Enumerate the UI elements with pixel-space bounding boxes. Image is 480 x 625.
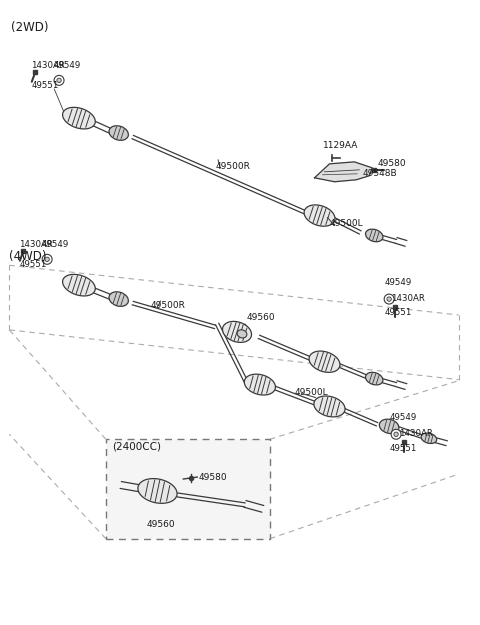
Text: 49500R: 49500R (215, 162, 250, 171)
Ellipse shape (109, 292, 129, 306)
Text: 49500L: 49500L (329, 219, 363, 229)
Circle shape (391, 429, 401, 439)
Ellipse shape (314, 396, 345, 417)
Ellipse shape (244, 374, 276, 395)
Text: 49551: 49551 (384, 308, 411, 317)
Text: 49560: 49560 (247, 313, 276, 322)
Text: 49549: 49549 (53, 61, 80, 71)
Text: 49551: 49551 (31, 81, 59, 90)
Circle shape (394, 432, 398, 436)
Circle shape (387, 297, 391, 301)
Text: (2400CC): (2400CC) (112, 441, 161, 451)
Ellipse shape (421, 433, 437, 444)
Ellipse shape (309, 351, 340, 372)
FancyBboxPatch shape (106, 439, 270, 539)
Text: (4WD): (4WD) (9, 250, 47, 263)
Text: 1430AR: 1430AR (31, 61, 65, 71)
Circle shape (57, 78, 61, 82)
Ellipse shape (379, 419, 399, 434)
Circle shape (45, 257, 49, 261)
Text: 49549: 49549 (41, 241, 69, 249)
Ellipse shape (62, 107, 96, 129)
Ellipse shape (304, 205, 335, 226)
Text: 49549: 49549 (389, 413, 416, 422)
Text: 49549: 49549 (384, 278, 411, 287)
Text: 1430AR: 1430AR (399, 429, 433, 438)
Polygon shape (314, 162, 372, 182)
Circle shape (42, 254, 52, 264)
Text: 49580: 49580 (198, 472, 227, 481)
Text: 1430AR: 1430AR (391, 294, 425, 303)
Text: 49580: 49580 (377, 159, 406, 168)
Ellipse shape (62, 274, 96, 296)
Circle shape (384, 294, 394, 304)
Circle shape (54, 76, 64, 86)
Text: 49500R: 49500R (151, 301, 185, 310)
Text: 49551: 49551 (19, 260, 47, 269)
Text: 49548B: 49548B (362, 169, 397, 177)
Ellipse shape (365, 229, 383, 242)
Text: (2WD): (2WD) (12, 21, 49, 34)
Ellipse shape (365, 372, 383, 385)
Text: 1129AA: 1129AA (323, 141, 358, 150)
Ellipse shape (138, 479, 177, 503)
Text: 49500L: 49500L (295, 388, 328, 396)
Ellipse shape (223, 321, 252, 342)
Text: 49560: 49560 (146, 520, 175, 529)
Text: 49551: 49551 (389, 444, 417, 453)
Text: 1430AR: 1430AR (19, 241, 53, 249)
Ellipse shape (237, 330, 247, 338)
Ellipse shape (109, 126, 129, 141)
